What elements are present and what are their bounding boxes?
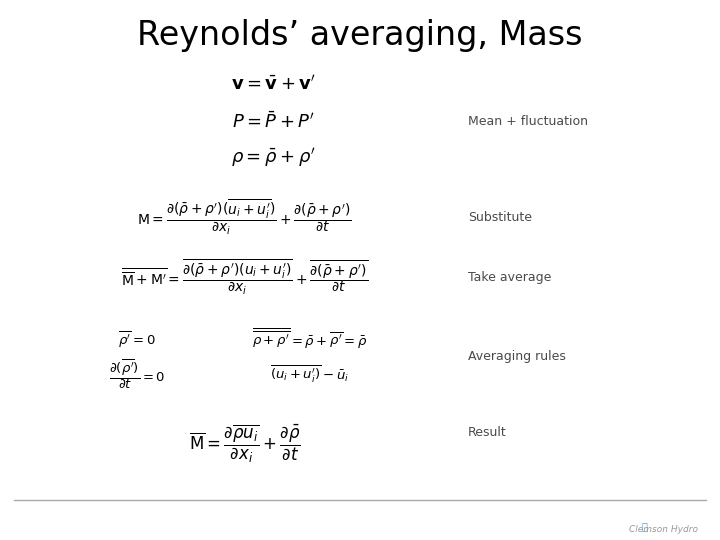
Text: $\mathrm{M} = \dfrac{\partial(\bar{\rho}+\rho')(\overline{u_i+u_i'})}{\partial x: $\mathrm{M} = \dfrac{\partial(\bar{\rho}… [138,198,352,237]
Text: $\mathbf{v} = \bar{\mathbf{v}} + \mathbf{v}'$: $\mathbf{v} = \bar{\mathbf{v}} + \mathbf… [231,74,316,93]
Text: $\overline{\mathrm{M}} = \dfrac{\partial \overline{\rho u_i}}{\partial x_i} + \d: $\overline{\mathrm{M}} = \dfrac{\partial… [189,423,301,465]
Text: Reynolds’ averaging, Mass: Reynolds’ averaging, Mass [138,19,582,52]
Text: Take average: Take average [468,271,552,284]
Text: $\rho = \bar{\rho} + \rho'$: $\rho = \bar{\rho} + \rho'$ [231,146,316,169]
Text: Clemson Hydro: Clemson Hydro [629,524,698,534]
Text: $P = \bar{P} + P'$: $P = \bar{P} + P'$ [232,111,315,132]
Text: Result: Result [468,426,507,438]
Text: Mean + fluctuation: Mean + fluctuation [468,115,588,128]
Text: $\overline{(u_i + u_i')} - \bar{u}_i$: $\overline{(u_i + u_i')} - \bar{u}_i$ [270,363,349,384]
Text: $\overline{\overline{\mathrm{M}}+\mathrm{M}'} = \dfrac{\overline{\partial(\bar{\: $\overline{\overline{\mathrm{M}}+\mathrm… [121,258,369,296]
Text: 🚢: 🚢 [642,521,647,531]
Text: $\overline{\rho'} = 0$: $\overline{\rho'} = 0$ [118,329,156,349]
Text: Averaging rules: Averaging rules [468,350,566,363]
Text: $\overline{\overline{\rho + \rho'}} = \bar{\rho} + \overline{\rho'} = \bar{\rho}: $\overline{\overline{\rho + \rho'}} = \b… [252,327,367,351]
Text: $\dfrac{\partial(\overline{\rho'})}{\partial t} = 0$: $\dfrac{\partial(\overline{\rho'})}{\par… [109,357,165,390]
Text: Substitute: Substitute [468,211,532,224]
